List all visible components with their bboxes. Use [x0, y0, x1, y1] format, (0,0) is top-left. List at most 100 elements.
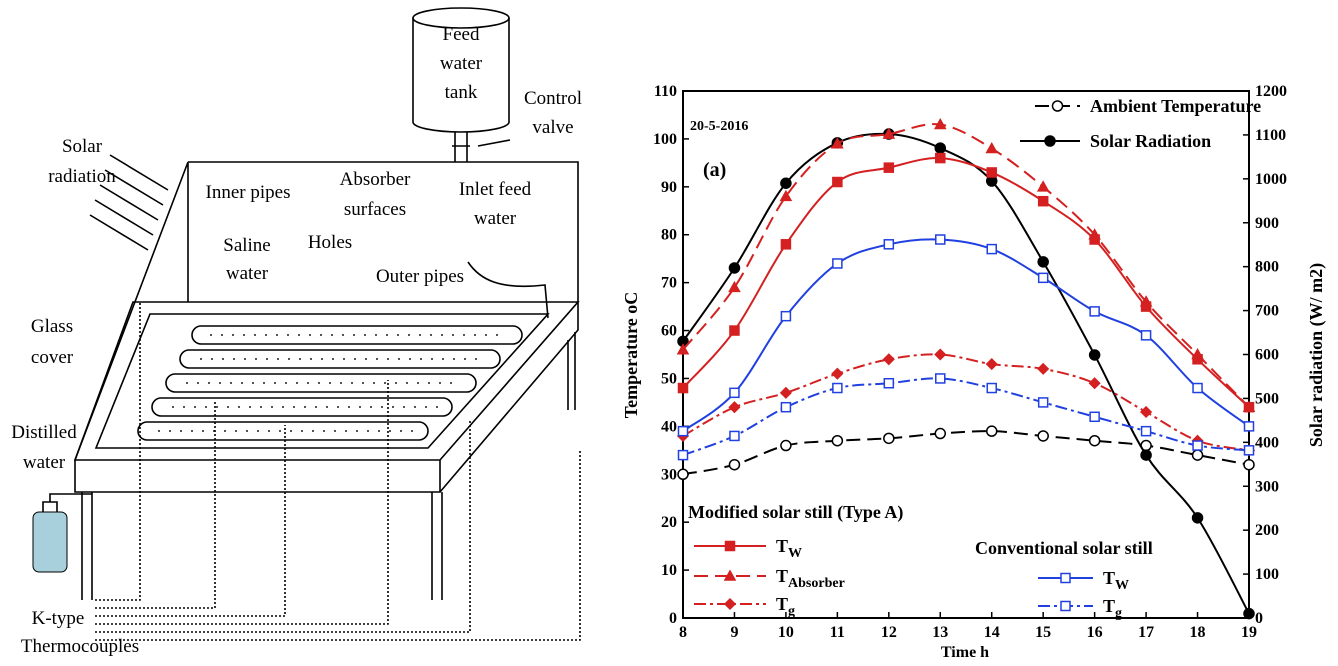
- y-tick-label: 50: [661, 370, 677, 387]
- inlet-pipe: [468, 262, 548, 318]
- diagram-label: cover: [31, 347, 74, 368]
- marker: [729, 460, 739, 470]
- marker: [987, 245, 996, 254]
- y2-tick-label: 900: [1255, 215, 1279, 232]
- y-tick-label: 10: [661, 562, 677, 579]
- marker: [1193, 350, 1203, 359]
- legs: [82, 332, 575, 600]
- x-tick-label: 14: [984, 624, 1000, 641]
- distilled-bottle: [33, 512, 67, 572]
- marker: [987, 143, 997, 152]
- marker: [1038, 364, 1048, 374]
- series-line: [683, 124, 1249, 407]
- x-tick-label: 16: [1087, 624, 1103, 641]
- y2-tick-label: 800: [1255, 259, 1279, 276]
- x-tick-label: 12: [881, 624, 897, 641]
- marker: [781, 240, 790, 249]
- marker: [884, 379, 893, 388]
- marker: [781, 441, 791, 451]
- valve: [452, 132, 470, 162]
- marker: [1245, 422, 1254, 431]
- marker: [1193, 450, 1203, 460]
- marker: [1142, 331, 1151, 340]
- x-tick-label: 10: [778, 624, 794, 641]
- legend-label: TW: [776, 536, 802, 561]
- y-tick-label: 20: [661, 514, 677, 531]
- legend-group-title: Conventional solar still: [975, 538, 1153, 558]
- marker: [1090, 350, 1100, 360]
- marker: [1090, 378, 1100, 388]
- marker: [1193, 384, 1202, 393]
- diagram-label: Thermocouples: [21, 636, 139, 657]
- y-tick-label: 60: [661, 323, 677, 340]
- marker: [884, 433, 894, 443]
- x-tick-label: 17: [1138, 624, 1154, 641]
- date-annotation: 20-5-2016: [690, 119, 748, 134]
- marker: [781, 388, 791, 398]
- y-axis-title: Temperature oC: [621, 292, 641, 418]
- y2-axis-title: Solar radiation (W/ m2): [1306, 263, 1327, 447]
- diagram-label: Holes: [308, 232, 352, 253]
- y2-tick-label: 0: [1255, 610, 1263, 627]
- x-tick-label: 13: [932, 624, 948, 641]
- series-line: [683, 431, 1249, 474]
- legend-marker: [1045, 136, 1055, 146]
- y-tick-label: 80: [661, 227, 677, 244]
- diagram-label: Inner pipes: [206, 182, 291, 203]
- diagram-label: Glass: [31, 316, 73, 337]
- chart: Time h Temperature oC Solar radiation (W…: [621, 83, 1327, 661]
- marker: [678, 469, 688, 479]
- panel-label: (a): [703, 159, 726, 181]
- y2-tick-label: 100: [1255, 566, 1279, 583]
- y-tick-label: 30: [661, 466, 677, 483]
- x-axis-title: Time h: [941, 644, 989, 661]
- y-tick-label: 70: [661, 275, 677, 292]
- pipes: [138, 326, 522, 440]
- marker: [987, 384, 996, 393]
- marker: [1090, 307, 1099, 316]
- diagram-label: Feed: [443, 24, 480, 45]
- marker: [1141, 450, 1151, 460]
- basin-side: [75, 302, 578, 492]
- series-line: [683, 158, 1249, 407]
- diagram-label: Absorber: [340, 169, 411, 190]
- x-tick-label: 11: [830, 624, 845, 641]
- x-tick-label: 18: [1190, 624, 1206, 641]
- marker: [936, 235, 945, 244]
- legend-label: Solar Radiation: [1090, 131, 1211, 151]
- marker: [884, 354, 894, 364]
- marker: [832, 436, 842, 446]
- legend-marker: [1061, 574, 1070, 583]
- figure: FeedwatertankControlvalveSolarradiationI…: [0, 0, 1338, 666]
- marker: [1090, 412, 1099, 421]
- y2-tick-label: 300: [1255, 478, 1279, 495]
- y-tick-label: 110: [654, 83, 677, 100]
- diagram-label: water: [226, 263, 269, 284]
- marker: [832, 369, 842, 379]
- y2-tick-label: 400: [1255, 434, 1279, 451]
- marker: [781, 312, 790, 321]
- apparatus-diagram: [33, 8, 580, 640]
- series-line: [683, 378, 1249, 455]
- legend-group-title: Modified solar still (Type A): [688, 502, 903, 523]
- marker: [679, 427, 688, 436]
- marker: [987, 168, 996, 177]
- diagram-label: Control: [524, 88, 582, 109]
- legend-label: TW: [1103, 568, 1129, 593]
- marker: [884, 163, 893, 172]
- x-tick-label: 8: [679, 624, 687, 641]
- marker: [884, 240, 893, 249]
- diagram-label: Distilled: [11, 422, 77, 443]
- marker: [1039, 398, 1048, 407]
- diagram-label: K-type: [32, 608, 85, 629]
- marker: [987, 359, 997, 369]
- valve-pointer: [478, 140, 510, 146]
- marker: [729, 402, 739, 412]
- marker: [833, 384, 842, 393]
- marker: [1090, 436, 1100, 446]
- marker: [935, 143, 945, 153]
- marker: [1193, 441, 1202, 450]
- legend-marker: [1053, 101, 1063, 111]
- y2-tick-label: 1100: [1255, 127, 1286, 144]
- diagram-label: tank: [445, 82, 478, 103]
